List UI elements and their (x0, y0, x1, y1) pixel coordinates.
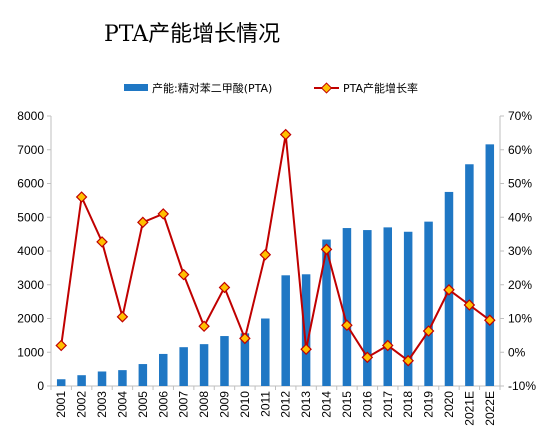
x-tick-label: 2012 (279, 391, 293, 418)
growth-rate-point (75, 191, 88, 203)
growth-rate-point (239, 332, 251, 345)
x-tick-label: 2019 (422, 391, 436, 418)
growth-rate-point (402, 354, 414, 367)
right-tick-label: 60% (508, 143, 532, 157)
right-tick-label: -10% (508, 379, 536, 393)
growth-rate-point (137, 216, 149, 229)
growth-rate-point (157, 208, 170, 220)
capacity-bar (383, 227, 392, 386)
x-tick-label: 2021E (462, 391, 476, 426)
x-tick-label: 2010 (238, 391, 252, 418)
chart-title: PTA产能增长情况 (104, 22, 281, 47)
capacity-bar (118, 370, 127, 386)
growth-rate-line (60, 134, 491, 363)
legend-line-label: PTA产能增长率 (343, 81, 418, 95)
x-tick-label: 2013 (299, 391, 313, 418)
growth-rate-point (341, 319, 353, 332)
x-tick-label: 2015 (340, 391, 354, 418)
growth-rate-point (116, 311, 129, 323)
x-tick-label: 2018 (401, 391, 415, 418)
growth-rate-point (259, 248, 272, 261)
growth-rate-point (361, 351, 374, 364)
capacity-bar (56, 379, 66, 386)
x-tick-label: 2014 (320, 391, 334, 418)
capacity-bar (261, 318, 270, 386)
bar-series (56, 144, 495, 386)
growth-rate-point (320, 243, 333, 256)
capacity-bar (424, 221, 433, 386)
left-tick-label: 8000 (17, 109, 44, 123)
right-tick-label: 70% (508, 109, 532, 123)
legend-bar-swatch (124, 84, 148, 91)
capacity-bar (240, 333, 250, 386)
growth-rate-point (422, 325, 435, 337)
left-tick-label: 1000 (17, 345, 44, 359)
x-tick-label: 2004 (115, 391, 129, 418)
growth-rate-series (55, 128, 496, 367)
growth-rate-point (463, 299, 476, 311)
capacity-bar (301, 274, 311, 386)
x-tick-label: 2011 (258, 391, 272, 417)
left-y-axis: 0 1000 2000 3000 4000 5000 6000 7000 8000 (17, 109, 52, 393)
x-tick-label: 2022E (483, 391, 497, 426)
x-tick-label: 2001 (54, 391, 68, 418)
growth-rate-point (96, 236, 108, 248)
capacity-bar (179, 347, 188, 386)
right-y-axis: -10% 0% 10% 20% 30% 40% 50% 60% 70% (499, 109, 536, 393)
capacity-bar (363, 230, 372, 386)
growth-rate-point (279, 128, 292, 141)
left-tick-label: 5000 (17, 210, 44, 224)
growth-rate-point (443, 284, 455, 296)
capacity-bar (199, 344, 209, 386)
growth-rate-point (300, 343, 312, 356)
growth-rate-point (483, 314, 496, 326)
right-tick-label: 50% (508, 177, 532, 191)
x-tick-label: 2002 (75, 391, 89, 418)
growth-rate-point (381, 339, 394, 352)
x-tick-label: 2005 (136, 391, 150, 418)
growth-rate-point (218, 281, 231, 294)
legend-bar-label: 产能:精对苯二甲酸(PTA) (152, 81, 272, 95)
x-tick-label: 2007 (177, 391, 191, 418)
capacity-bar (281, 275, 290, 386)
right-tick-label: 20% (508, 278, 532, 292)
legend: 产能:精对苯二甲酸(PTA) PTA产能增长率 (124, 81, 418, 95)
growth-rate-point (198, 320, 210, 333)
growth-rate-point (177, 268, 190, 281)
growth-rate-point (55, 339, 68, 352)
x-tick-label: 2006 (156, 391, 170, 418)
capacity-bar (485, 144, 495, 386)
x-tick-label: 2020 (442, 391, 456, 418)
left-tick-label: 6000 (17, 177, 44, 191)
capacity-bar (220, 336, 229, 386)
x-tick-label: 2017 (381, 391, 395, 418)
capacity-bar (77, 375, 86, 386)
capacity-bar (342, 228, 352, 386)
left-tick-label: 7000 (17, 143, 44, 157)
left-tick-label: 3000 (17, 278, 44, 292)
right-tick-label: 0% (508, 345, 526, 359)
x-tick-label: 2016 (360, 391, 374, 418)
left-tick-label: 2000 (17, 312, 44, 326)
legend-line-marker (320, 82, 333, 94)
right-tick-label: 30% (508, 244, 532, 258)
capacity-bar (465, 164, 474, 386)
x-tick-label: 2003 (95, 391, 109, 418)
capacity-bar (403, 231, 413, 386)
capacity-bar (97, 371, 107, 386)
capacity-bar (159, 353, 168, 386)
x-tick-label: 2009 (217, 391, 231, 418)
right-tick-label: 40% (508, 210, 532, 224)
left-tick-label: 0 (37, 379, 44, 393)
x-tick-label: 2008 (197, 391, 211, 418)
capacity-bar (138, 364, 148, 386)
right-tick-label: 10% (508, 312, 532, 326)
left-tick-label: 4000 (17, 244, 44, 258)
capacity-bar (322, 239, 331, 386)
x-axis: 2001 2002 2003 2004 2005 2006 2007 2008 2009 2010… (50, 385, 501, 426)
